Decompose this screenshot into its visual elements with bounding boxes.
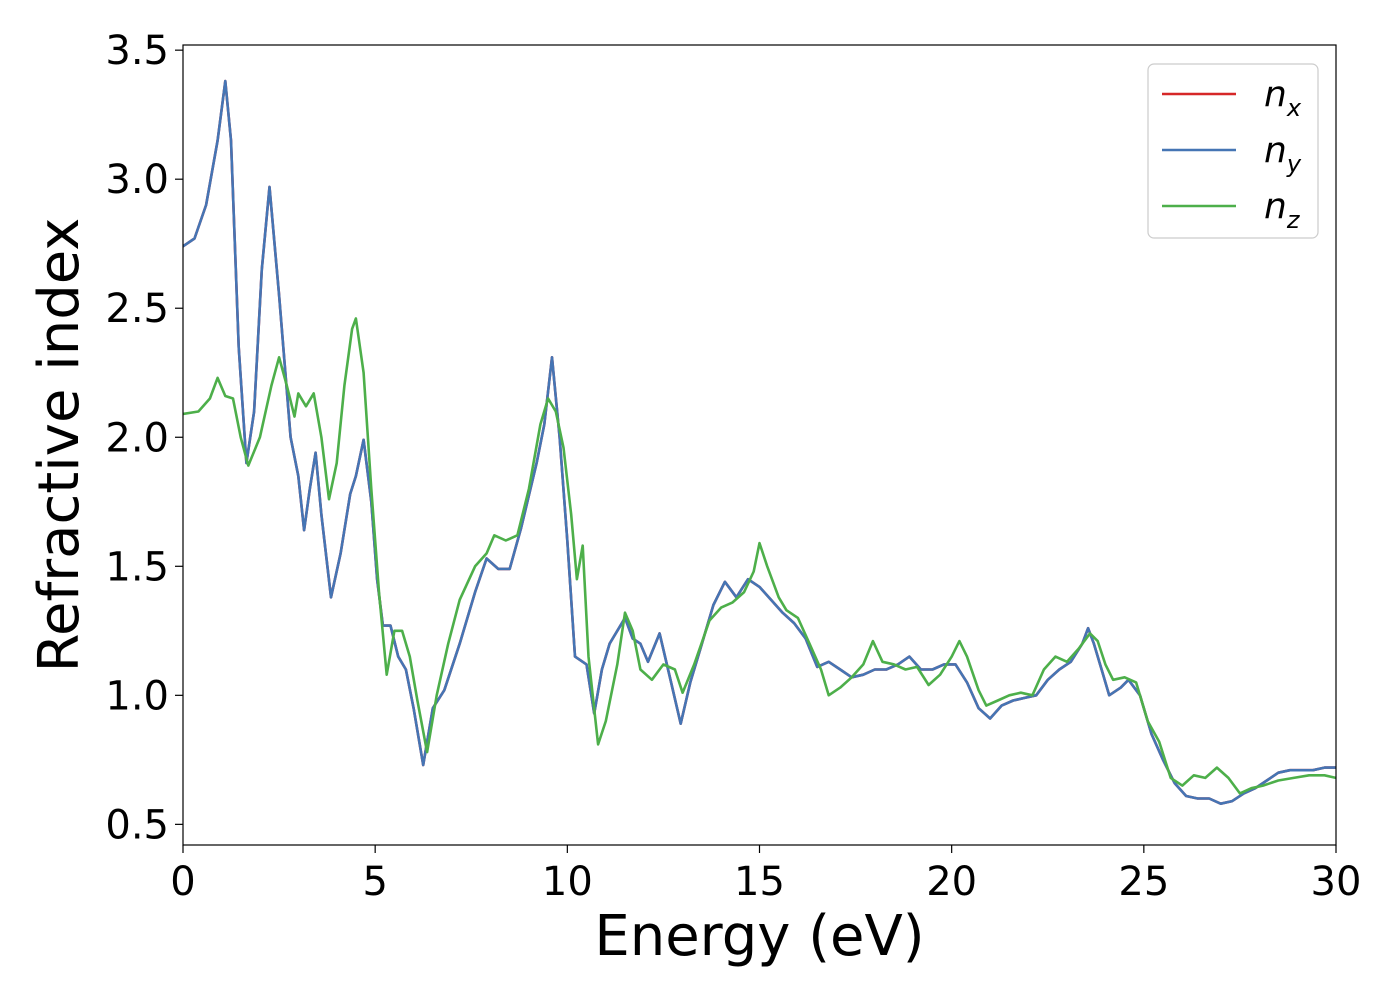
legend-label-x: nx bbox=[1264, 74, 1302, 122]
x-tick-label: 5 bbox=[362, 859, 387, 905]
y-tick-label: 3.5 bbox=[105, 28, 169, 74]
y-tick-label: 2.0 bbox=[105, 415, 169, 461]
y-axis-ticks: 0.5 1.0 1.5 2.0 2.5 3.0 3.5 bbox=[105, 28, 183, 848]
x-tick-label: 15 bbox=[734, 859, 785, 905]
x-axis-ticks: 0 5 10 15 20 25 30 bbox=[170, 845, 1361, 905]
y-tick-label: 3.0 bbox=[105, 157, 169, 203]
series-layer bbox=[183, 79, 1336, 805]
x-tick-label: 10 bbox=[542, 859, 593, 905]
legend-label-y: ny bbox=[1264, 130, 1302, 178]
x-tick-label: 0 bbox=[170, 859, 195, 905]
series-line-z bbox=[183, 317, 1336, 795]
series-line-y bbox=[183, 79, 1336, 805]
x-tick-label: 30 bbox=[1311, 859, 1362, 905]
y-tick-label: 2.5 bbox=[105, 286, 169, 332]
y-tick-label: 1.5 bbox=[105, 544, 169, 590]
x-tick-label: 25 bbox=[1118, 859, 1169, 905]
y-tick-label: 1.0 bbox=[105, 673, 169, 719]
legend-label-z: nz bbox=[1264, 186, 1301, 234]
legend: nx ny nz bbox=[1147, 63, 1319, 239]
x-axis-label: Energy (eV) bbox=[594, 904, 924, 969]
x-tick-label: 20 bbox=[926, 859, 977, 905]
y-axis-label: Refractive index bbox=[27, 218, 92, 673]
y-tick-label: 0.5 bbox=[105, 802, 169, 848]
